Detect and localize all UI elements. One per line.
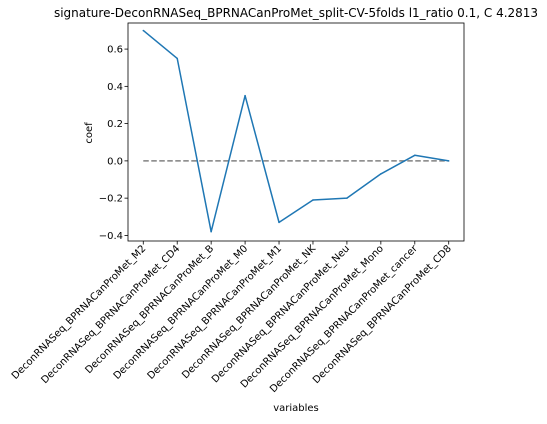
y-tick-label: −0.2 (99, 194, 123, 205)
data-point (210, 231, 212, 233)
data-point (278, 222, 280, 224)
series-line (143, 30, 448, 231)
data-point (244, 95, 246, 97)
y-tick-label: 0.6 (107, 45, 123, 56)
data-point (380, 173, 382, 175)
data-point (346, 197, 348, 199)
data-point (414, 155, 416, 157)
y-tick-label: −0.4 (99, 231, 123, 242)
data-point (448, 160, 450, 162)
axes-frame (128, 23, 464, 241)
data-point (312, 199, 314, 201)
y-tick-label: 0.4 (107, 82, 123, 93)
y-tick-label: 0.2 (107, 119, 123, 130)
data-point (176, 58, 178, 60)
y-tick-label: 0.0 (107, 156, 123, 167)
data-point (143, 30, 145, 32)
plot-area: −0.4−0.20.00.20.40.6DeconRNASeq_BPRNACan… (10, 23, 464, 395)
y-axis-label: coef (84, 122, 95, 144)
x-axis-label: variables (273, 403, 319, 414)
chart-title: signature-DeconRNASeq_BPRNACanProMet_spl… (54, 6, 538, 20)
